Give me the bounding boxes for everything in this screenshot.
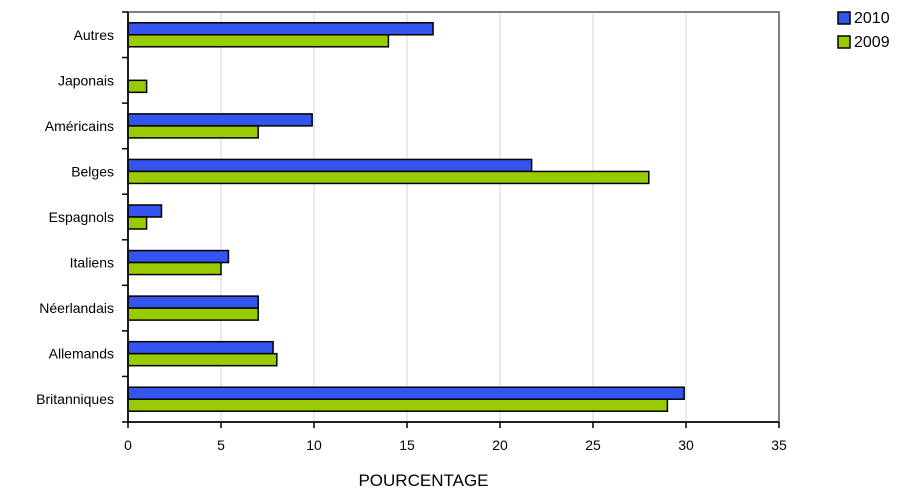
x-tick-label-30: 30 — [678, 437, 694, 453]
bar-2010-Américains — [127, 113, 313, 127]
bar-2009-Belges — [127, 170, 650, 185]
legend-label-2010: 2010 — [854, 10, 890, 27]
bar-2009-Allemands — [127, 352, 278, 367]
bar-2009-Japonais — [127, 79, 148, 94]
axes — [127, 12, 779, 423]
bar-2010-Allemands — [127, 340, 274, 355]
y-tick-label-Néerlandais: Néerlandais — [39, 300, 114, 316]
x-tick-label-25: 25 — [585, 437, 601, 453]
y-tick-label-Allemands: Allemands — [49, 346, 114, 362]
y-tick-label-Autres: Autres — [74, 27, 114, 43]
legend-swatch-2009 — [837, 35, 851, 49]
y-tick-label-Belges: Belges — [71, 163, 114, 179]
x-axis-ticks: 0 5 10 15 20 25 30 35 — [124, 422, 787, 453]
bar-2010-Italiens — [127, 249, 230, 264]
legend: 2010 2009 — [837, 10, 890, 51]
gridlines — [220, 12, 687, 422]
bar-2009-Espagnols — [127, 216, 148, 230]
x-tick-label-10: 10 — [306, 437, 322, 453]
bar-2009-Italiens — [127, 261, 222, 276]
y-tick-label-Américains: Américains — [45, 118, 114, 134]
y-tick-label-Italiens: Italiens — [70, 255, 114, 271]
bar-2009-Autres — [127, 34, 390, 48]
x-tick-label-5: 5 — [217, 437, 225, 453]
y-tick-label-Britanniques: Britanniques — [36, 391, 114, 407]
y-tick-label-Japonais: Japonais — [58, 72, 114, 88]
y-axis-ticks: Autres Japonais Américains Belges Espagnols I… — [36, 11, 128, 423]
legend-swatch-2010 — [837, 11, 851, 25]
bars — [127, 22, 685, 412]
x-axis-title: POURCENTAGE — [358, 471, 488, 488]
legend-label-2009: 2009 — [854, 34, 890, 51]
bar-2010-Belges — [127, 158, 533, 173]
bar-2009-Britanniques — [127, 398, 669, 412]
x-tick-label-35: 35 — [771, 437, 787, 453]
bar-2009-Américains — [127, 125, 259, 139]
bar-2010-Espagnols — [127, 204, 163, 218]
x-tick-label-0: 0 — [124, 437, 132, 453]
bar-2010-Néerlandais — [127, 295, 259, 309]
x-tick-label-20: 20 — [492, 437, 508, 453]
x-tick-label-15: 15 — [399, 437, 415, 453]
y-tick-label-Espagnols: Espagnols — [49, 209, 114, 225]
bar-2010-Britanniques — [127, 386, 685, 400]
bar-2010-Autres — [127, 22, 434, 36]
bar-2009-Néerlandais — [127, 307, 259, 321]
